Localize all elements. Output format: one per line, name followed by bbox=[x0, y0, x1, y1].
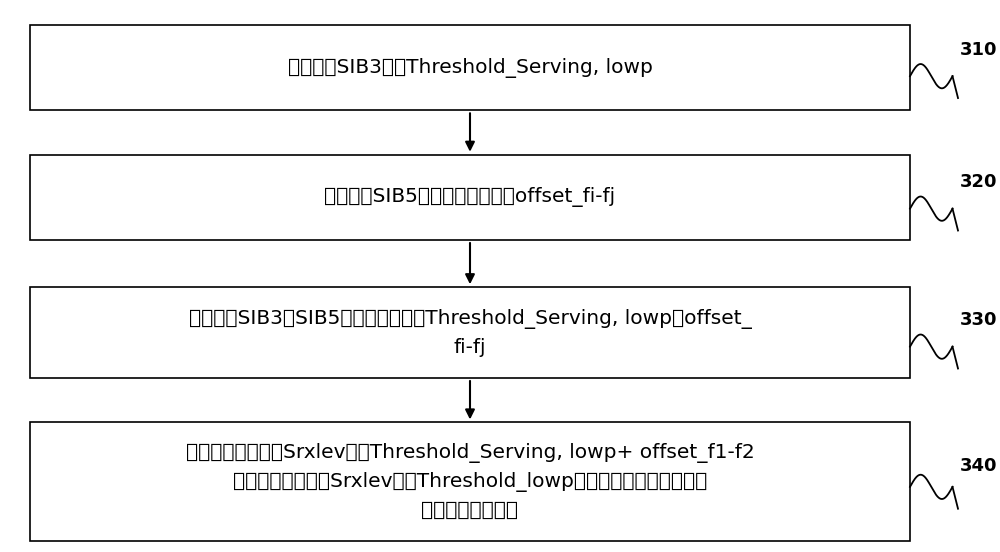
Text: 330: 330 bbox=[960, 311, 998, 329]
Text: 340: 340 bbox=[960, 458, 998, 475]
Text: 310: 310 bbox=[960, 41, 998, 59]
FancyBboxPatch shape bbox=[30, 287, 910, 378]
FancyBboxPatch shape bbox=[30, 155, 910, 240]
Text: 基站通过SIB3发送Threshold_Serving, lowp: 基站通过SIB3发送Threshold_Serving, lowp bbox=[288, 57, 652, 78]
FancyBboxPatch shape bbox=[30, 25, 910, 110]
Text: 基站通过SIB5针对每对频率发送offset_fi-fj: 基站通过SIB5针对每对频率发送offset_fi-fj bbox=[324, 187, 616, 208]
FancyBboxPatch shape bbox=[30, 422, 910, 541]
Text: 若当前频率小区的Srxlev低于Threshold_Serving, lowp+ offset_f1-f2
且第二频率小区的Srxlev高于Threshold_: 若当前频率小区的Srxlev低于Threshold_Serving, lowp+… bbox=[186, 443, 754, 520]
Text: 终端接收SIB3和SIB5后，读取对应的Threshold_Serving, lowp和offset_
fi-fj: 终端接收SIB3和SIB5后，读取对应的Threshold_Serving, l… bbox=[189, 309, 751, 357]
Text: 320: 320 bbox=[960, 173, 998, 191]
